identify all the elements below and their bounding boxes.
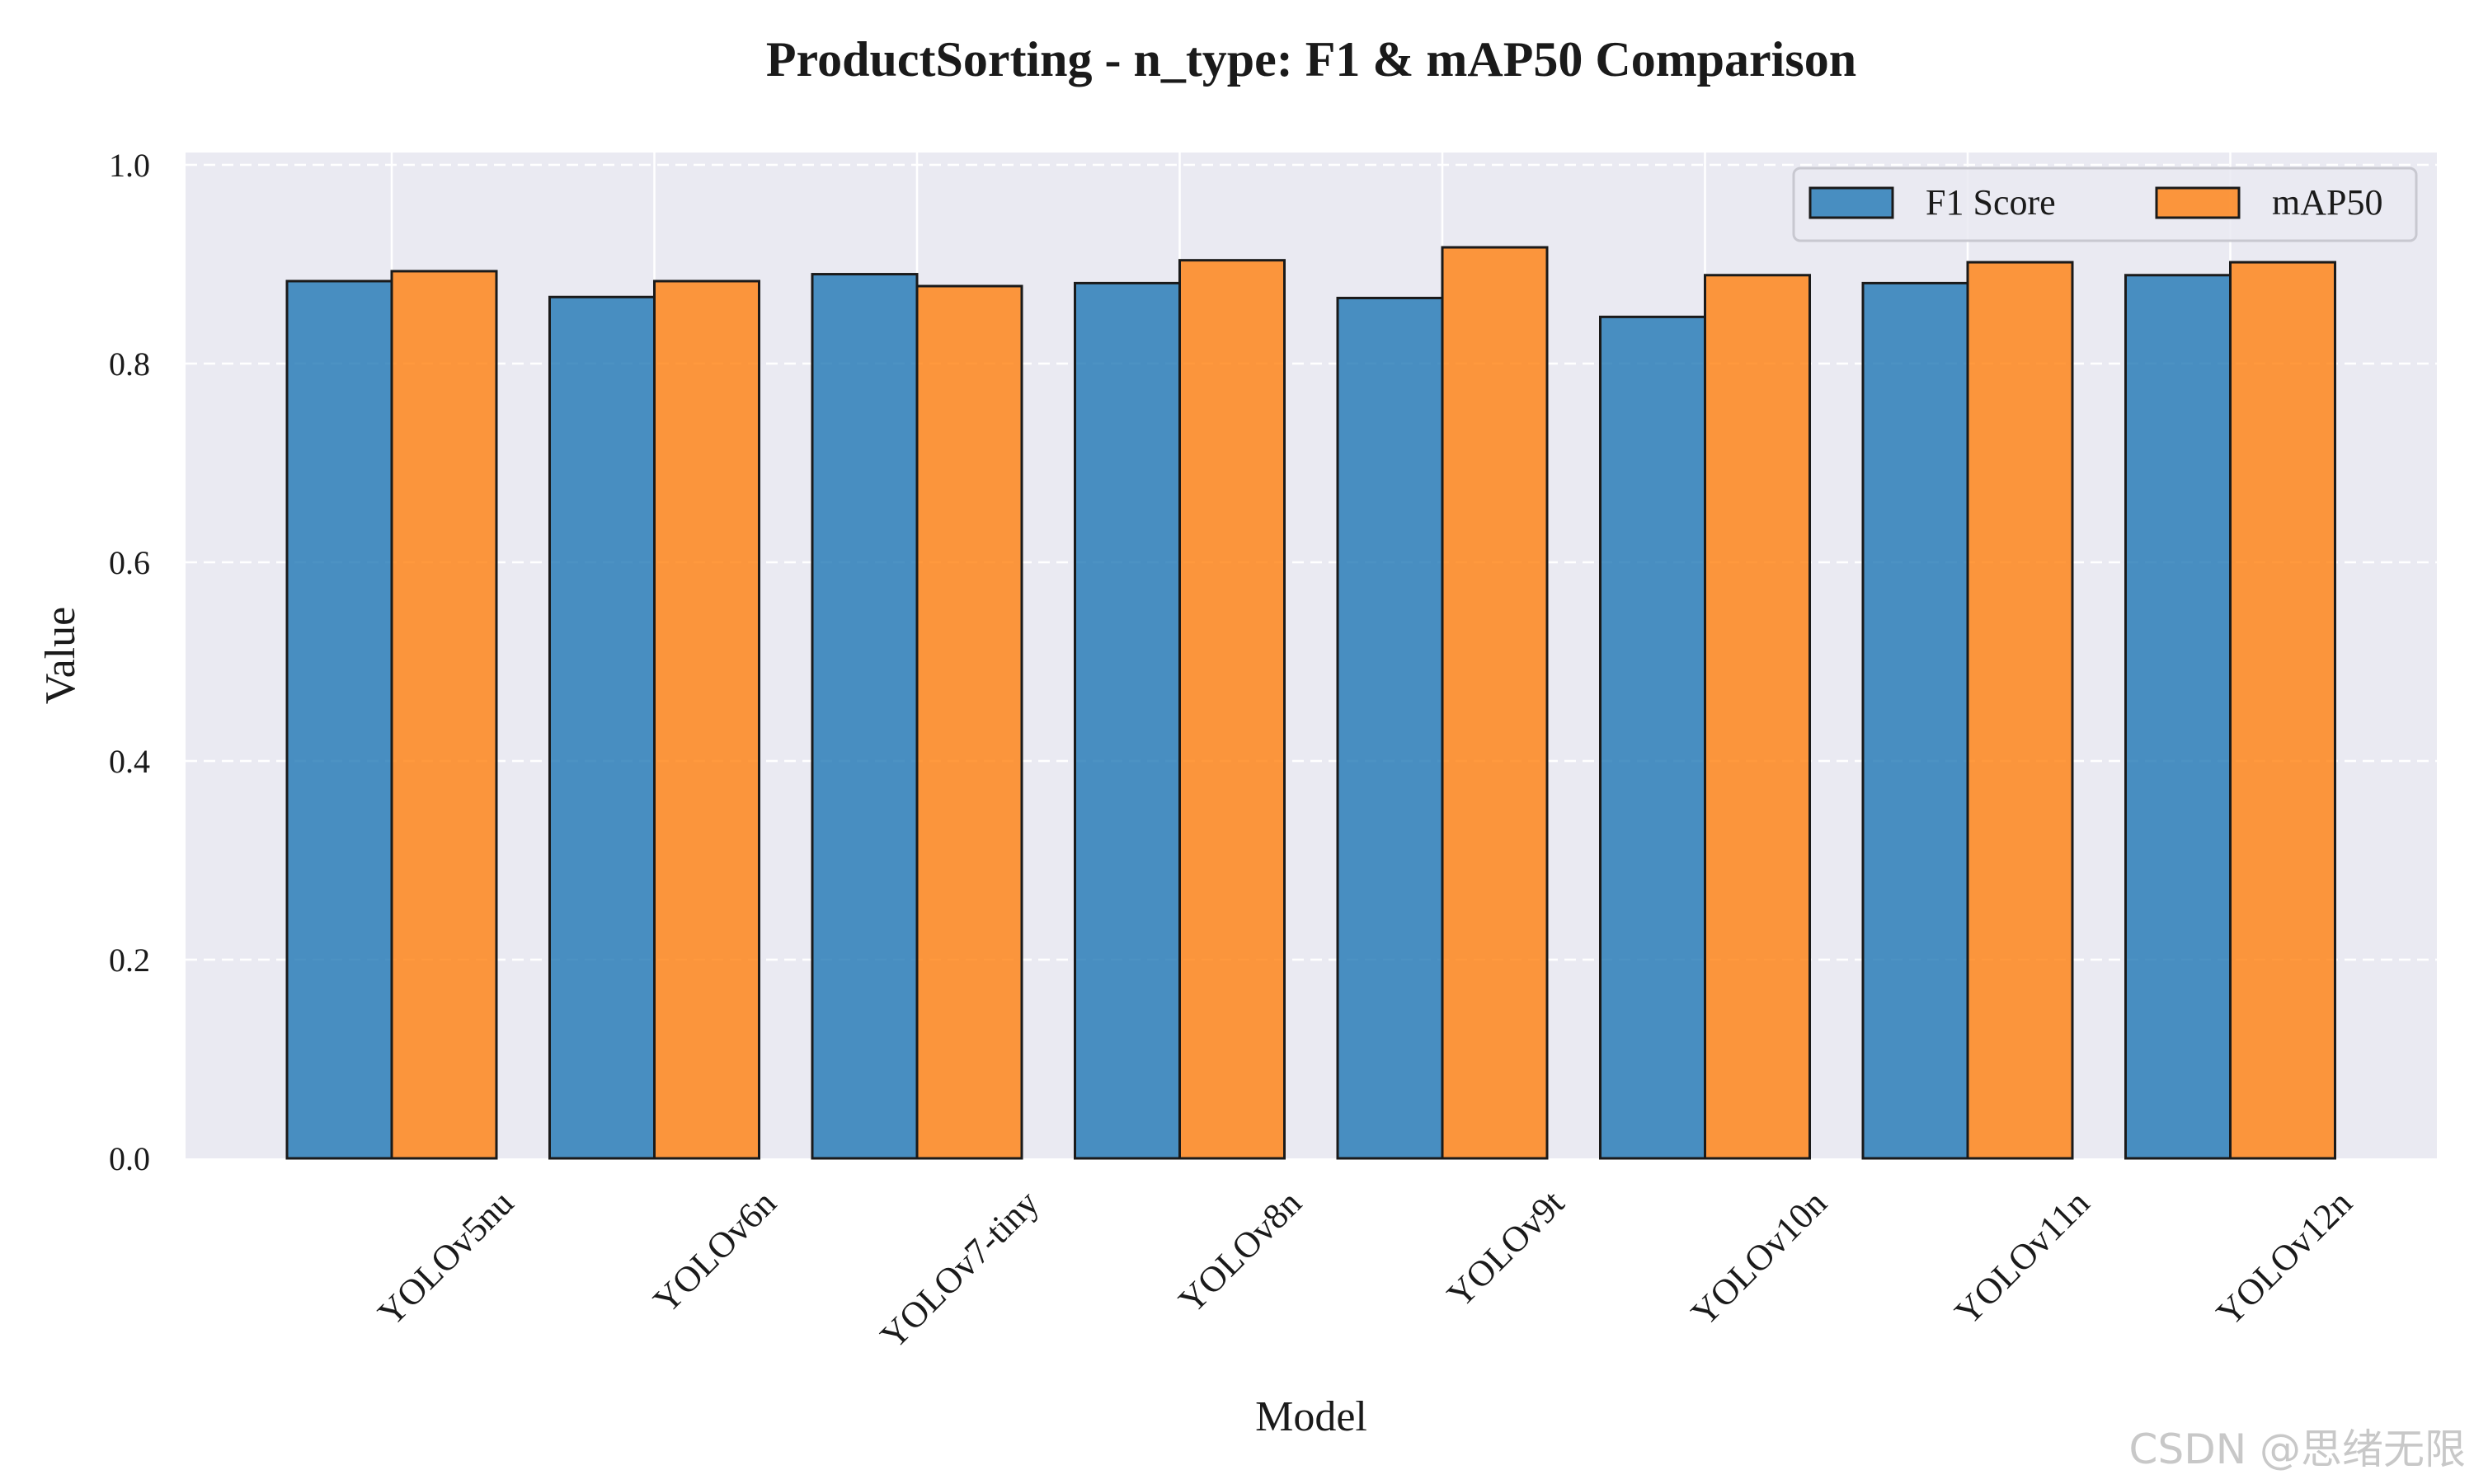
legend-frame [1792,167,2418,242]
y-tick-label: 0.0 [109,1140,150,1177]
y-tick-label: 0.6 [109,544,150,581]
y-tick-labels: 0.0 0.2 0.4 0.6 0.8 1.0 [109,147,150,1177]
legend-label-map50: mAP50 [2272,182,2382,223]
y-axis-label: Value [37,607,84,704]
legend-swatch-map50 [2155,186,2241,219]
plot-area [186,153,2437,1158]
bar-map50-yolov12n [2229,261,2336,1160]
legend: F1 Score mAP50 [1792,167,2418,242]
bar-f1-score-yolov5nu [285,279,393,1160]
bar-f1-score-yolov9t [1336,296,1444,1160]
bar-map50-yolov6n [653,279,760,1160]
bars [285,246,2336,1160]
bar-f1-score-yolov8n [1074,281,1181,1160]
bar-map50-yolov8n [1178,259,1286,1160]
bar-f1-score-yolov10n [1599,315,1706,1160]
y-tick-label: 0.2 [109,942,150,979]
bar-map50-yolov5nu [390,270,498,1160]
bar-f1-score-yolov6n [548,295,656,1160]
y-tick-label: 1.0 [109,147,150,184]
bar-f1-score-yolov7-tiny [811,273,919,1160]
chart-title: ProductSorting - n_type: F1 & mAP50 Comp… [766,32,1856,87]
legend-label-f1-score: F1 Score [1926,182,2056,223]
bar-map50-yolov9t [1441,246,1549,1160]
bar-f1-score-yolov12n [2124,274,2232,1160]
watermark: CSDN @思绪无限 [2129,1425,2466,1473]
bar-f1-score-yolov11n [1861,281,1969,1160]
x-axis-label: Model [1255,1393,1367,1440]
bar-map50-yolov11n [1966,261,2074,1160]
legend-swatch-f1-score [1808,186,1894,219]
y-tick-label: 0.4 [109,743,150,780]
bar-map50-yolov7-tiny [915,284,1023,1160]
bar-map50-yolov10n [1704,274,1811,1160]
y-tick-label: 0.8 [109,345,150,383]
